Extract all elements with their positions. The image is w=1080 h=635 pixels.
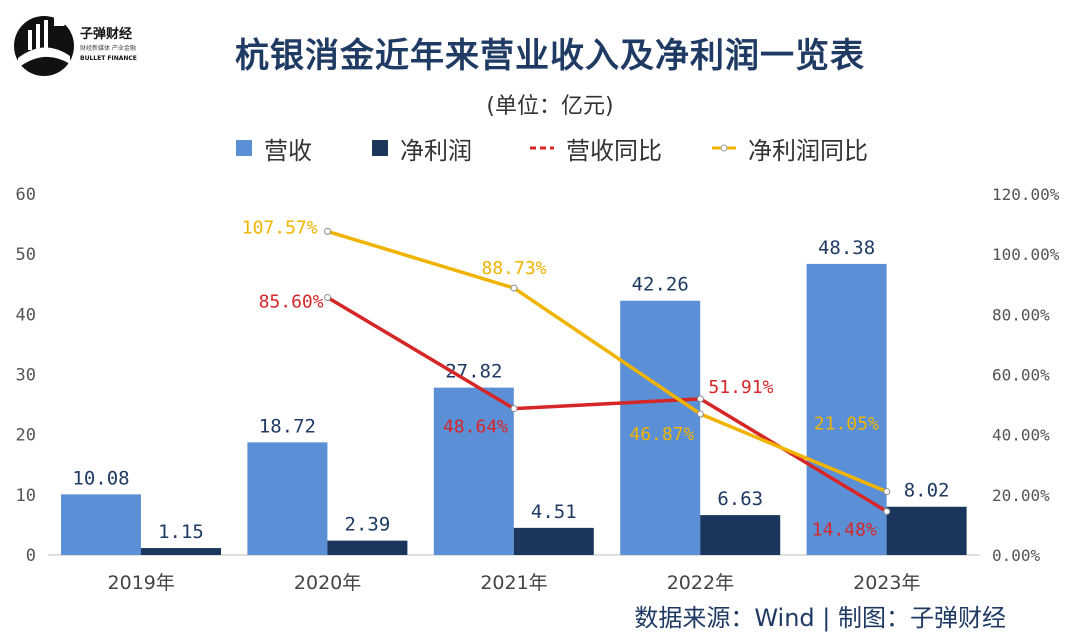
x-tick-label: 2021年 — [480, 572, 547, 594]
profit-yoy-point — [696, 410, 704, 418]
revenue-bar — [433, 387, 514, 555]
revenue-bar — [806, 263, 887, 555]
profit-bar-label: 8.02 — [904, 480, 950, 502]
profit-yoy-line — [327, 229, 888, 494]
chart-title: 杭银消金近年来营业收入及净利润一览表 — [235, 36, 865, 76]
y-left-tick-label: 50 — [16, 245, 36, 265]
profit-bar — [700, 515, 781, 555]
x-tick-label: 2020年 — [294, 572, 361, 594]
revenue-bar — [247, 442, 328, 555]
profit-yoy-point — [883, 488, 891, 496]
legend-swatch-revenue-yoy — [530, 146, 554, 150]
revenue-yoy-label: 51.91% — [708, 377, 773, 398]
profit-bar-label: 2.39 — [345, 514, 391, 536]
profit-bar — [513, 527, 594, 555]
y-left-tick-label: 30 — [16, 366, 36, 386]
profit-bar — [141, 548, 221, 555]
revenue-bar-label: 18.72 — [259, 415, 316, 437]
y-right-tick-label: 20.00% — [992, 486, 1050, 505]
legend-swatch-revenue — [236, 140, 252, 156]
profit-bar — [886, 506, 967, 555]
revenue-yoy-label: 14.48% — [812, 519, 877, 540]
revenue-yoy-point — [324, 293, 332, 301]
chart-subtitle: (单位：亿元) — [486, 94, 614, 119]
y-right-tick-label: 0.00% — [992, 546, 1041, 565]
legend-swatch-profit — [372, 140, 388, 156]
x-tick-label: 2022年 — [667, 572, 734, 594]
profit-bar — [327, 540, 408, 555]
revenue-yoy-line — [326, 295, 888, 513]
logo-brand-en: BULLET FINANCE — [80, 55, 137, 62]
profit-bar-label: 6.63 — [717, 488, 763, 510]
logo-tagline: 财经新媒体 产业金融 — [80, 44, 136, 52]
y-right-tick-label: 40.00% — [992, 426, 1050, 445]
legend-label-profit: 净利润 — [400, 136, 472, 165]
logo-brand-cn: 子弹财经 — [80, 26, 132, 42]
profit-yoy-label: 88.73% — [481, 258, 546, 279]
legend: 营收 净利润 营收同比 净利润同比 — [0, 130, 1080, 166]
legend-item-revenue: 营收 — [236, 130, 312, 166]
y-left-tick-label: 0 — [26, 546, 36, 566]
y-right-tick-label: 80.00% — [992, 305, 1050, 324]
x-tick-label: 2019年 — [108, 572, 175, 594]
logo-bar-1 — [28, 30, 32, 50]
legend-item-revenue-yoy: 营收同比 — [530, 130, 662, 166]
y-left-tick-label: 40 — [16, 305, 36, 325]
revenue-yoy-label: 48.64% — [443, 417, 508, 438]
profit-yoy-label: 107.57% — [242, 217, 318, 238]
profit-yoy-label: 46.87% — [629, 424, 694, 445]
revenue-bar-label: 48.38 — [818, 237, 875, 259]
revenue-bar-label: 10.08 — [72, 467, 129, 489]
legend-item-profit-yoy: 净利润同比 — [712, 130, 868, 166]
y-left-tick-label: 60 — [16, 185, 36, 205]
logo-wave — [18, 47, 70, 68]
revenue-yoy-point — [510, 405, 518, 413]
profit-bar-label: 1.15 — [158, 521, 204, 543]
revenue-yoy-point — [696, 395, 704, 403]
revenue-bar — [620, 300, 701, 555]
profit-bar-label: 4.51 — [531, 501, 577, 523]
logo-bar-3 — [44, 20, 48, 50]
profit-yoy-label: 21.05% — [814, 414, 879, 435]
bullet-finance-logo: 子弹财经 财经新媒体 产业金融 BULLET FINANCE — [14, 14, 137, 76]
revenue-yoy-point — [883, 507, 891, 515]
legend-label-revenue-yoy: 营收同比 — [566, 136, 662, 165]
profit-yoy-point — [510, 284, 518, 292]
y-left-tick-label: 20 — [16, 426, 36, 446]
y-right-tick-label: 120.00% — [992, 185, 1060, 204]
revenue-bar — [61, 494, 141, 555]
y-right-tick-label: 100.00% — [992, 245, 1060, 264]
x-tick-label: 2023年 — [853, 572, 920, 594]
y-left-tick-label: 10 — [16, 486, 36, 506]
legend-label-revenue: 营收 — [264, 136, 312, 165]
revenue-yoy-label: 85.60% — [259, 291, 324, 312]
logo-bullet — [54, 14, 68, 26]
legend-label-profit-yoy: 净利润同比 — [748, 136, 868, 165]
legend-swatch-profit-yoy — [712, 144, 736, 152]
y-right-tick-label: 60.00% — [992, 366, 1050, 385]
logo-bar-2 — [36, 24, 40, 50]
data-source-note: 数据来源：Wind | 制图：子弹财经 — [634, 604, 1006, 632]
legend-item-profit: 净利润 — [372, 130, 472, 166]
profit-yoy-point — [324, 227, 332, 235]
revenue-bar-label: 42.26 — [632, 274, 689, 296]
